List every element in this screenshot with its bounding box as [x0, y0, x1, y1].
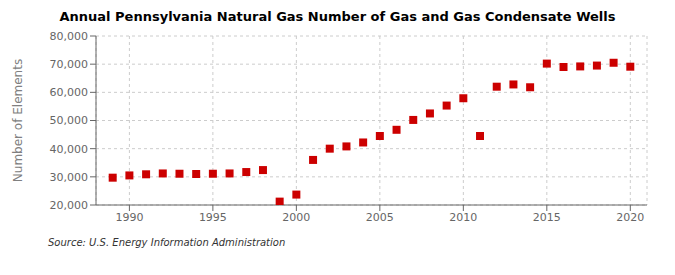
svg-text:60,000: 60,000: [50, 86, 89, 99]
svg-text:80,000: 80,000: [50, 30, 89, 43]
svg-text:1995: 1995: [199, 211, 227, 224]
html-text:Source: U.S. Energy Informatio: Source: U.S. Energy Information Administ…: [48, 237, 286, 248]
svg-text:50,000: 50,000: [50, 114, 89, 127]
svg-text:2010: 2010: [449, 211, 477, 224]
svg-text:20,000: 20,000: [50, 199, 89, 212]
svg-text:2015: 2015: [533, 211, 561, 224]
svg-text:70,000: 70,000: [50, 58, 89, 71]
svg-text:2000: 2000: [282, 211, 310, 224]
svg-text:30,000: 30,000: [50, 171, 89, 184]
svg-text:2005: 2005: [366, 211, 394, 224]
svg-text:Number of Elements: Number of Elements: [11, 59, 25, 182]
svg-text:2020: 2020: [616, 211, 644, 224]
html-text:Annual Pennsylvania Natural Ga: Annual Pennsylvania Natural Gas Number o…: [59, 9, 616, 24]
svg-text:40,000: 40,000: [50, 143, 89, 156]
svg-text:1990: 1990: [115, 211, 143, 224]
